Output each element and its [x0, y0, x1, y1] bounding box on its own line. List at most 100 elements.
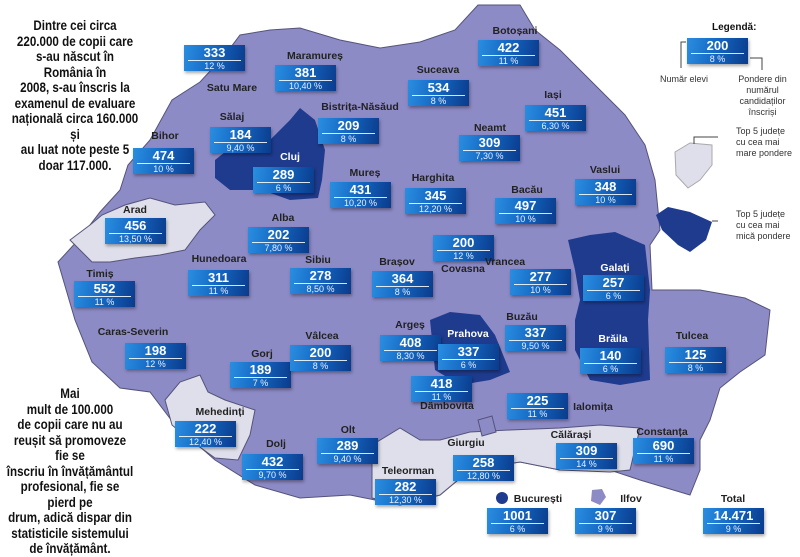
percentage: 12,20 %	[418, 204, 453, 214]
student-count: 289	[257, 167, 310, 183]
percentage: 6,30 %	[541, 121, 570, 131]
stat-box-salaj: 184 9,40 %	[210, 127, 271, 153]
percentage: 6 %	[605, 291, 622, 301]
percentage: 11 %	[94, 297, 115, 307]
stat-box-neamt: 309 7,30 %	[459, 135, 520, 161]
county-label-timis: Timiș	[86, 268, 114, 280]
student-count: 225	[511, 393, 564, 409]
student-count: 364	[376, 271, 429, 287]
percentage: 7,80 %	[264, 243, 293, 253]
stat-box-arges: 408 8,30 %	[380, 335, 441, 361]
student-count: 474	[137, 148, 190, 164]
stat-box-alba: 202 7,80 %	[248, 227, 309, 253]
student-count: 311	[192, 270, 245, 286]
stat-box-arad: 456 13,50 %	[105, 218, 166, 244]
legend-count-label: Număr elevi	[660, 74, 709, 84]
percentage: 6 %	[275, 183, 292, 193]
percentage: 10 %	[530, 285, 551, 295]
student-count: 432	[246, 454, 299, 470]
percentage: 8 %	[430, 96, 447, 106]
county-label-botosani: Botoșani	[492, 25, 538, 37]
student-count: 497	[499, 198, 552, 214]
percentage: 9,40 %	[333, 454, 362, 464]
percentage: 8 %	[340, 134, 357, 144]
percentage: 12,40 %	[188, 437, 223, 447]
county-label-alba: Alba	[271, 212, 295, 224]
county-label-sibiu: Sibiu	[305, 254, 331, 266]
student-count: 200	[294, 345, 347, 361]
student-count: 140	[584, 348, 637, 364]
stat-box-ilfov: 307 9 %	[575, 508, 636, 534]
county-label-total: Total	[720, 493, 746, 505]
percentage: 8,30 %	[396, 351, 425, 361]
stat-box-hunedoara: 311 11 %	[188, 270, 249, 296]
stat-box-maramures: 381 10,40 %	[275, 65, 336, 91]
stat-box-cluj: 289 6 %	[253, 167, 314, 193]
student-count: 418	[415, 376, 468, 392]
student-count: 456	[109, 218, 162, 234]
student-count: 184	[214, 127, 267, 143]
student-count: 278	[294, 268, 347, 284]
percentage: 12 %	[204, 61, 225, 71]
stat-box-bihor: 474 10 %	[133, 148, 194, 174]
county-label-iasi: Iași	[544, 89, 562, 101]
percentage: 8,50 %	[306, 284, 335, 294]
county-label-calarasi: Călărași	[550, 429, 592, 441]
county-label-vaslui: Vaslui	[589, 164, 621, 176]
student-count: 289	[321, 438, 374, 454]
county-label-prahova: Prahova	[447, 328, 489, 340]
county-label-harghita: Harghita	[411, 172, 455, 184]
student-count: 198	[129, 343, 182, 359]
student-count: 381	[279, 65, 332, 81]
legend-sample-count: 200	[691, 38, 744, 54]
county-label-valcea: Vâlcea	[305, 330, 339, 342]
percentage: 6 %	[509, 524, 526, 534]
student-count: 125	[669, 347, 722, 363]
student-count: 209	[322, 118, 375, 134]
percentage: 11 %	[498, 56, 519, 66]
student-count: 408	[384, 335, 437, 351]
legend-low-shape	[656, 207, 712, 252]
percentage: 10 %	[515, 214, 536, 224]
student-count: 348	[579, 179, 632, 195]
county-label-dolj: Dolj	[266, 438, 286, 450]
percentage: 11 %	[527, 409, 548, 419]
percentage: 9,70 %	[258, 470, 287, 480]
student-count: 337	[509, 325, 562, 341]
stat-box-olt: 289 9,40 %	[317, 438, 378, 464]
stat-box-bistrita-nasaud: 209 8 %	[318, 118, 379, 144]
county-label-hunedoara: Hunedoara	[191, 253, 247, 265]
legend-high-shape	[674, 142, 713, 189]
student-count: 534	[412, 80, 465, 96]
stat-box-gorj: 189 7 %	[230, 362, 291, 388]
percentage: 10 %	[595, 195, 616, 205]
stat-box-bucuresti: 1001 6 %	[487, 508, 548, 534]
stat-box-mures: 431 10,20 %	[330, 182, 391, 208]
student-count: 337	[442, 344, 495, 360]
student-count: 258	[457, 455, 510, 471]
county-label-bucuresti: București	[513, 493, 563, 505]
ilfov-icon	[591, 489, 606, 505]
stat-box-brasov: 364 8 %	[372, 271, 433, 297]
county-label-suceava: Suceava	[416, 64, 460, 76]
stat-box-bacau: 497 10 %	[495, 198, 556, 224]
county-label-maramures: Maramureș	[286, 50, 344, 62]
student-count: 431	[334, 182, 387, 198]
intro-text: Dintre cei circa 220.000 de copii care s…	[11, 18, 139, 173]
student-count: 200	[437, 235, 490, 251]
stat-box-valcea: 200 8 %	[290, 345, 351, 371]
stat-box-teleorman: 282 12,30 %	[375, 479, 436, 505]
ilfov-region	[477, 415, 497, 437]
student-count: 257	[587, 275, 640, 291]
county-label-vrancea: Vrancea	[484, 256, 526, 268]
legend-sample-pct: 8 %	[709, 54, 726, 64]
percentage: 6 %	[460, 360, 477, 370]
legend-arrow-pct	[750, 57, 763, 70]
stat-box-giurgiu: 258 12,80 %	[453, 455, 514, 481]
county-label-buzau: Buzău	[506, 311, 538, 323]
legend-sample-box: 200 8 %	[687, 38, 748, 64]
stat-box-vrancea: 277 10 %	[510, 269, 571, 295]
bucuresti-icon	[496, 492, 508, 504]
county-label-teleorman: Teleorman	[381, 465, 435, 477]
stat-box-covasna: 200 12 %	[433, 235, 494, 261]
